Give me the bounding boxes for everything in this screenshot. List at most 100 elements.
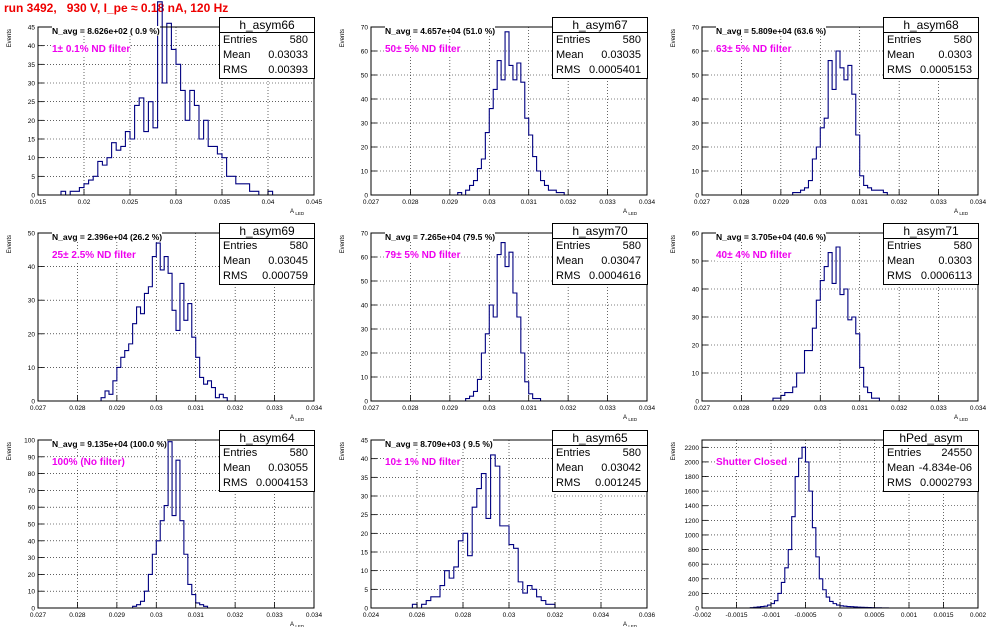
filter-label: 50± 5% ND filter xyxy=(385,44,461,55)
y-tick-label: 30 xyxy=(361,327,369,334)
y-tick-label: 0 xyxy=(31,606,35,613)
plot-frame xyxy=(370,232,648,402)
x-tick-label: 0.031 xyxy=(852,199,869,206)
y-tick-label: 800 xyxy=(688,547,699,554)
x-tick-label: 0.0015 xyxy=(934,612,954,619)
y-tick-label: 0 xyxy=(364,193,368,200)
stat-label-rms: RMS xyxy=(223,270,248,282)
stat-row-rms: RMS 0.0004616 xyxy=(553,269,647,284)
stat-row-entries: Entries 580 xyxy=(220,446,314,461)
y-tick-label: 60 xyxy=(361,49,369,56)
stat-box-title: h_asym65 xyxy=(553,431,647,446)
stat-label-rms: RMS xyxy=(556,64,581,76)
stat-row-mean: Mean 0.03042 xyxy=(553,461,647,476)
stat-value-entries: 580 xyxy=(622,447,641,459)
x-axis-title: A LED xyxy=(623,209,638,216)
x-tick-label: 0.03 xyxy=(150,612,163,619)
stat-label-rms: RMS xyxy=(556,477,581,489)
y-axis-title: Events xyxy=(7,235,13,253)
stat-label-mean: Mean xyxy=(223,255,251,267)
x-tick-label: 0.032 xyxy=(547,612,564,619)
filter-label: 1± 0.1% ND filter xyxy=(52,44,131,55)
stat-label-mean: Mean xyxy=(887,255,915,267)
y-tick-label: 20 xyxy=(28,118,36,125)
stat-label-mean: Mean xyxy=(556,462,584,474)
y-tick-label: 20 xyxy=(361,531,369,538)
y-tick-label: 15 xyxy=(361,550,369,557)
histogram-svg-hPed_asym: 0 200 400 600 800 1000 1200 1400 1600 1800 2000 220… xyxy=(671,439,987,619)
x-tick-label: 0.036 xyxy=(639,612,656,619)
x-tick-label: 0.002 xyxy=(970,612,987,619)
y-tick-label: 0 xyxy=(364,606,368,613)
x-tick-label: -0.0005 xyxy=(794,612,816,619)
stat-row-mean: Mean 0.03035 xyxy=(553,48,647,63)
y-tick-label: 40 xyxy=(361,456,369,463)
navg-label: N_avg = 2.396e+04 (26.2 %) xyxy=(52,232,163,242)
plot-frame xyxy=(701,26,979,196)
y-axis-title: Events xyxy=(7,442,13,460)
histogram-svg-h_asym70: 0 10 20 30 40 50 60 70 0.027 0.028 0.029 0.03 0.031 0… xyxy=(340,231,656,423)
stat-value-rms: 0.0005153 xyxy=(920,64,972,76)
y-tick-label: 1800 xyxy=(685,474,700,481)
y-tick-label: 10 xyxy=(28,365,36,372)
histogram-panel-hPed_asym: 0 200 400 600 800 1000 1200 1400 1600 1800 2000 220… xyxy=(664,427,987,627)
y-tick-label: 70 xyxy=(692,25,700,32)
stat-label-entries: Entries xyxy=(887,240,922,252)
x-tick-label: 0.024 xyxy=(363,612,380,619)
stat-label-mean: Mean xyxy=(887,462,915,474)
stat-box-title: h_asym68 xyxy=(884,18,978,33)
y-axis-title: Events xyxy=(340,29,346,47)
filter-label: 10± 1% ND filter xyxy=(385,457,461,468)
y-tick-label: 50 xyxy=(692,259,700,266)
stat-row-entries: Entries 24550 xyxy=(884,446,978,461)
x-tick-label: 0.028 xyxy=(733,405,750,412)
stat-label-mean: Mean xyxy=(223,462,251,474)
y-tick-label: 35 xyxy=(28,62,36,69)
stat-value-rms: 0.0004153 xyxy=(256,477,308,489)
stat-box-title: h_asym70 xyxy=(553,224,647,239)
y-tick-label: 70 xyxy=(361,25,369,32)
x-tick-label: 0.032 xyxy=(560,405,577,412)
stat-label-entries: Entries xyxy=(556,240,591,252)
x-tick-label: 0.032 xyxy=(227,612,244,619)
x-tick-label: 0.029 xyxy=(773,405,790,412)
stat-row-mean: Mean 0.0303 xyxy=(884,48,978,63)
navg-label: N_avg = 8.626e+02 ( 0.9 %) xyxy=(52,26,160,36)
stat-row-entries: Entries 580 xyxy=(884,239,978,254)
y-tick-label: 1000 xyxy=(685,532,700,539)
x-tick-label: 0.027 xyxy=(363,199,380,206)
stat-value-rms: 0.001245 xyxy=(595,477,641,489)
stat-row-rms: RMS 0.00393 xyxy=(220,63,314,78)
x-tick-label: 0.001 xyxy=(901,612,918,619)
stat-row-mean: Mean 0.03045 xyxy=(220,254,314,269)
y-tick-label: 20 xyxy=(361,351,369,358)
x-tick-label: -0.002 xyxy=(693,612,712,619)
y-tick-label: 600 xyxy=(688,562,699,569)
x-tick-label: 0.033 xyxy=(266,405,283,412)
x-tick-label: 0.032 xyxy=(560,199,577,206)
histogram-panel-h_asym69: 0 10 20 30 40 50 0.027 0.028 0.029 0.03 0.031 0.032… xyxy=(0,220,323,422)
stat-row-entries: Entries 580 xyxy=(553,446,647,461)
y-axis-title: Events xyxy=(671,442,677,460)
x-tick-label: 0.028 xyxy=(402,405,419,412)
y-tick-label: 0 xyxy=(695,193,699,200)
stat-box-title: h_asym64 xyxy=(220,431,314,446)
stat-value-mean: 0.03055 xyxy=(268,462,308,474)
y-axis-title: Events xyxy=(340,235,346,253)
histogram-panel-h_asym70: 0 10 20 30 40 50 60 70 0.027 0.028 0.029 0.03 0.031 0… xyxy=(333,220,656,422)
x-tick-label: 0.035 xyxy=(214,199,231,206)
filter-label: Shutter Closed xyxy=(716,457,788,468)
stat-row-rms: RMS 0.0004153 xyxy=(220,476,314,491)
stat-value-entries: 580 xyxy=(953,34,972,46)
x-tick-label: 0 xyxy=(838,612,842,619)
x-tick-label: 0.031 xyxy=(852,405,869,412)
y-tick-label: 30 xyxy=(28,555,36,562)
stat-box-h_asym67: h_asym67 Entries 580 Mean 0.03035 RMS 0.000540… xyxy=(552,17,648,79)
x-tick-label: 0.033 xyxy=(599,199,616,206)
histogram-line-h_asym66 xyxy=(38,1,314,196)
x-tick-label: 0.034 xyxy=(970,405,987,412)
x-tick-label: 0.031 xyxy=(188,612,205,619)
y-tick-label: 1400 xyxy=(685,503,700,510)
stat-label-entries: Entries xyxy=(887,34,922,46)
stat-value-mean: 0.0303 xyxy=(938,49,972,61)
